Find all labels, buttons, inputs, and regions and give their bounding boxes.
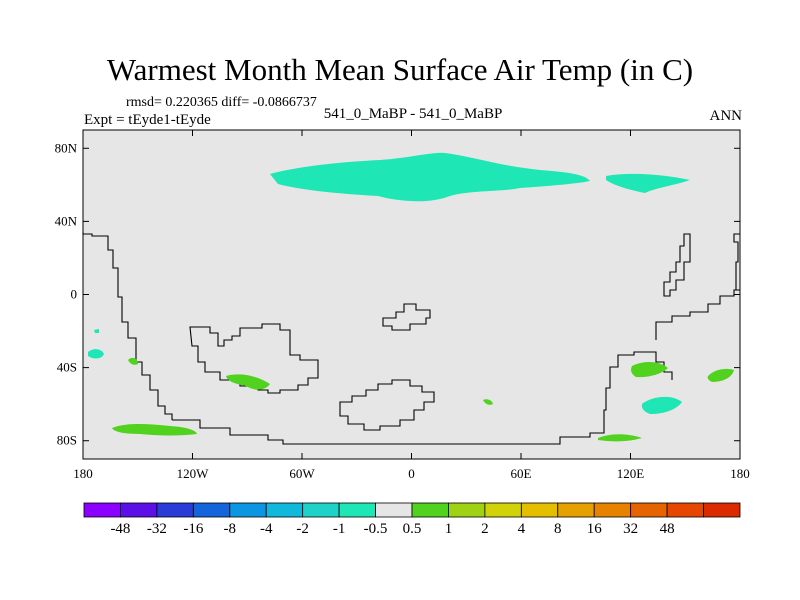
colorbar-label: 1	[445, 521, 453, 537]
arctic-negative-anomaly-east	[606, 173, 690, 193]
tasman-positive-anomaly	[707, 368, 734, 382]
pacific-positive-anomaly	[112, 424, 197, 436]
colorbar-swatch	[229, 502, 267, 518]
colorbar-swatch	[666, 502, 704, 518]
lon-tick-label: 120W	[177, 466, 210, 481]
lat-tick-label: 40N	[55, 213, 78, 228]
colorbar-label: 4	[518, 521, 526, 537]
colorbar-swatch	[375, 502, 413, 518]
lat-tick-label: 80S	[57, 433, 77, 448]
south-pacific-negative-anomaly	[641, 396, 682, 414]
colorbar-swatch	[703, 502, 741, 518]
colorbar-label: -1	[333, 521, 346, 537]
colorbar-swatch	[593, 502, 632, 518]
lon-tick-label: 120E	[617, 466, 645, 481]
colorbar-label: -8	[224, 521, 237, 537]
colorbar-label: 16	[587, 521, 603, 537]
season-label: ANN	[709, 108, 743, 124]
colorbar-label: -0.5	[364, 521, 388, 537]
colorbar-swatch	[338, 502, 376, 518]
lon-tick-label: 60E	[511, 466, 532, 481]
coastline-pacific-islands	[663, 233, 691, 297]
colorbar-label: 48	[660, 521, 675, 537]
lat-tick-label: 80N	[55, 140, 78, 155]
colorbar-swatch	[448, 502, 486, 518]
colorbar-label: -2	[296, 521, 309, 537]
antarctic-positive-anomaly	[598, 434, 642, 442]
lat-tick-label: 40S	[57, 360, 77, 375]
coastlines	[82, 232, 740, 445]
coastline-asia	[655, 289, 740, 340]
patagonia-positive-anomaly	[226, 374, 270, 390]
colorbar-label: 0.5	[403, 521, 422, 537]
indian-ocean-positive-anomaly	[631, 362, 668, 378]
colorbar-label: 2	[481, 521, 489, 537]
lon-tick-label: 0	[408, 466, 415, 481]
lon-tick-label: 60W	[289, 466, 315, 481]
coastline-africa	[382, 303, 431, 331]
center-label: 541_0_MaBP - 541_0_MaBP	[323, 106, 503, 122]
colorbar-swatch	[484, 502, 522, 518]
colorbar-label: 8	[554, 521, 562, 537]
colorbar-label: -48	[110, 521, 130, 537]
arctic-negative-anomaly	[270, 152, 590, 202]
lon-tick-label: 180	[73, 466, 93, 481]
longitude-axis: 180 120W 60W 0 60E 120E 180	[73, 130, 750, 481]
colorbar-label: -16	[183, 521, 203, 537]
colorbar-label: -4	[260, 521, 273, 537]
small-negative-anomaly	[94, 329, 99, 333]
colorbar-swatch	[302, 502, 340, 518]
experiment-label: Expt = tEyde1-tEyde	[84, 112, 211, 128]
stats-label: rmsd= 0.220365 diff= -0.0866737	[126, 95, 317, 110]
colorbar: -48 -32 -16 -8 -4 -2 -1 -0.5 0.5 1 2 4 8 16 32 48	[83, 502, 741, 537]
lat-tick-label: 0	[71, 287, 78, 302]
colorbar-swatch	[557, 502, 595, 518]
coastline-east-asia	[733, 233, 740, 290]
colorbar-label: 32	[623, 521, 638, 537]
coastline-weddell	[339, 379, 435, 431]
colorbar-swatch	[83, 502, 121, 518]
anomaly-shading	[88, 152, 734, 442]
colorbar-swatch	[120, 502, 158, 518]
latitude-axis: 80N 40N 0 40S 80S	[55, 140, 740, 448]
coastline-south-america	[189, 323, 319, 394]
colorbar-swatch	[630, 502, 668, 518]
pacific-negative-anomaly	[88, 349, 104, 359]
colorbar-swatch	[265, 502, 304, 518]
coastline-americas	[82, 232, 173, 420]
coastline-antarctic-shelf	[172, 351, 673, 445]
colorbar-swatch	[411, 502, 449, 518]
south-atlantic-positive-anomaly	[483, 399, 493, 405]
plot-title: Warmest Month Mean Surface Air Temp (in …	[106, 52, 694, 87]
lon-tick-label: 180	[730, 466, 750, 481]
small-positive-anomaly	[128, 357, 138, 365]
colorbar-swatch	[520, 502, 559, 518]
colorbar-swatch	[156, 502, 194, 518]
colorbar-swatch	[192, 502, 231, 518]
colorbar-label: -32	[147, 521, 167, 537]
